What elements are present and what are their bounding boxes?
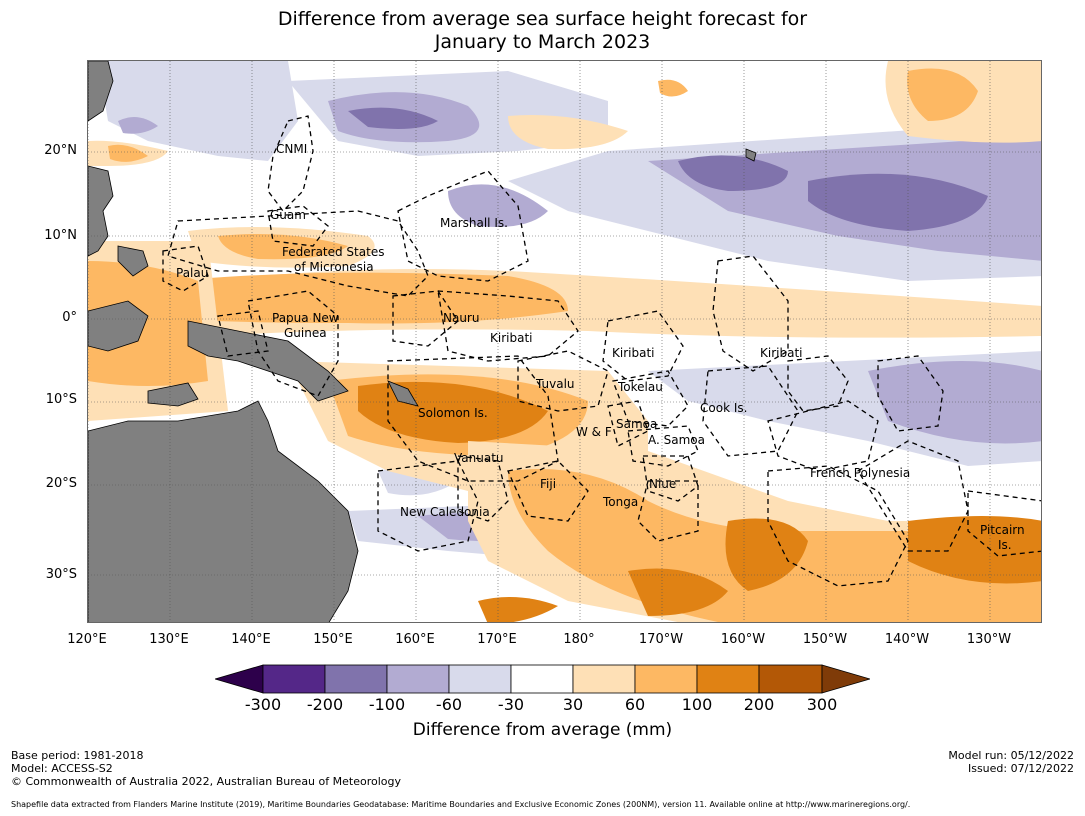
colorbar-tick-6: 30 [562, 695, 584, 714]
region-labels: CNMI Guam Marshall Is. Federated States … [176, 142, 1025, 552]
lat-label-10n: 10°N [44, 228, 77, 243]
lon-label-120e: 120°E [67, 632, 107, 647]
lon-label-170w: 170°W [638, 632, 684, 647]
label-png-1: Papua New [272, 311, 339, 325]
lon-label-170e: 170°E [477, 632, 517, 647]
label-asamoa: A. Samoa [648, 433, 705, 447]
label-kiribati-3: Kiribati [760, 346, 802, 360]
map-svg: CNMI Guam Marshall Is. Federated States … [88, 61, 1041, 622]
colorbar-extend-low [213, 664, 264, 694]
label-marshall: Marshall Is. [440, 216, 508, 230]
lon-label-150e: 150°E [313, 632, 353, 647]
lon-label-150w: 150°W [802, 632, 848, 647]
label-palau: Palau [176, 266, 208, 280]
lon-label-180: 180° [563, 632, 595, 647]
label-cnmi: CNMI [276, 142, 307, 156]
label-solomon: Solomon Is. [418, 406, 488, 420]
title-line-1: Difference from average sea surface heig… [277, 8, 808, 30]
issued-date: Issued: 07/12/2022 [967, 762, 1074, 775]
lon-label-160w: 160°W [720, 632, 766, 647]
lon-label-140w: 140°W [884, 632, 930, 647]
colorbar-tick-10: 300 [806, 695, 838, 714]
colorbar-title: Difference from average (mm) [412, 720, 673, 740]
colorbar-bin-6 [572, 664, 636, 694]
lon-label-140e: 140°E [231, 632, 271, 647]
colorbar-bin-2 [324, 664, 388, 694]
colorbar-tick-1: -300 [244, 695, 282, 714]
colorbar [213, 663, 872, 695]
label-pitcairn-1: Pitcairn [980, 523, 1025, 537]
label-guam: Guam [270, 208, 306, 222]
label-tuvalu: Tuvalu [535, 377, 575, 391]
label-fiji: Fiji [540, 477, 556, 491]
label-pitcairn-2: Is. [998, 538, 1012, 552]
colorbar-bin-1 [262, 664, 326, 694]
colorbar-svg [213, 664, 872, 694]
eez-boundaries [162, 115, 1041, 587]
colorbar-tick-7: 60 [624, 695, 646, 714]
shapefile-credit: Shapefile data extracted from Flanders M… [11, 800, 911, 809]
map-title: Difference from average sea surface heig… [0, 8, 1085, 54]
colorbar-extend-high [821, 664, 872, 694]
lat-label-20n: 20°N [44, 143, 77, 158]
model-run: Model run: 05/12/2022 [948, 749, 1074, 762]
label-fsm-1: Federated States [282, 245, 384, 259]
lon-label-130e: 130°E [149, 632, 189, 647]
label-tonga: Tonga [602, 495, 638, 509]
colorbar-bin-3 [386, 664, 450, 694]
map-panel: CNMI Guam Marshall Is. Federated States … [87, 60, 1042, 623]
lon-label-160e: 160°E [395, 632, 435, 647]
lat-label-30s: 30°S [45, 567, 77, 582]
colorbar-tick-2: -200 [306, 695, 344, 714]
colorbar-tick-8: 100 [681, 695, 713, 714]
label-fsm-2: of Micronesia [294, 260, 374, 274]
colorbar-bin-5 [510, 664, 574, 694]
label-wf: W & F [576, 425, 612, 439]
label-cook: Cook Is. [700, 401, 747, 415]
lon-label-130w: 130°W [966, 632, 1012, 647]
graticule [88, 61, 1041, 622]
label-kiribati-1: Kiribati [490, 331, 532, 345]
footer-left: Base period: 1981-2018 Model: ACCESS-S2 … [11, 749, 401, 788]
copyright: © Commonwealth of Australia 2022, Austra… [11, 775, 401, 788]
lat-label-0: 0° [62, 310, 77, 325]
base-period: Base period: 1981-2018 [11, 749, 144, 762]
colorbar-tick-3: -100 [368, 695, 406, 714]
label-samoa: Samoa [616, 417, 657, 431]
title-line-2: January to March 2023 [434, 31, 651, 53]
colorbar-bin-8 [696, 664, 760, 694]
label-vanuatu: Vanuatu [454, 451, 504, 465]
label-kiribati-2: Kiribati [612, 346, 654, 360]
footer-right: Model run: 05/12/2022 Issued: 07/12/2022 [948, 749, 1074, 775]
model-name: Model: ACCESS-S2 [11, 762, 113, 775]
colorbar-tick-4: -60 [435, 695, 463, 714]
label-french-polynesia: French Polynesia [810, 466, 910, 480]
lat-label-10s: 10°S [45, 392, 77, 407]
colorbar-bin-9 [758, 664, 823, 694]
land-areas [88, 61, 757, 622]
colorbar-bin-4 [448, 664, 512, 694]
label-png-2: Guinea [284, 326, 327, 340]
colorbar-bin-7 [634, 664, 698, 694]
label-niue: Niue [649, 477, 676, 491]
label-tokelau: Tokelau [617, 380, 663, 394]
colorbar-tick-5: -30 [497, 695, 525, 714]
lat-label-20s: 20°S [45, 476, 77, 491]
label-new-caledonia: New Caledonia [400, 505, 490, 519]
label-nauru: Nauru [443, 311, 479, 325]
colorbar-tick-9: 200 [743, 695, 775, 714]
